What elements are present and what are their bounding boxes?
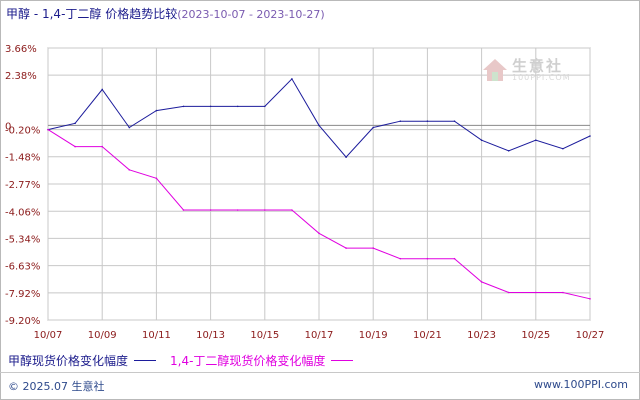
watermark-url: 100PPI.COM xyxy=(512,73,571,82)
data-point-b xyxy=(507,291,510,294)
x-tick-label: 10/11 xyxy=(142,330,171,341)
legend-item-series-b: 1,4-丁二醇现货价格变化幅度 xyxy=(170,352,354,369)
data-point-b xyxy=(426,257,429,260)
y-tick-label: -0.20% xyxy=(5,126,40,137)
footer-divider xyxy=(0,372,640,373)
data-point-b xyxy=(155,177,158,180)
data-point-a xyxy=(74,122,76,125)
legend-swatch-series-b xyxy=(331,360,354,361)
data-point-b xyxy=(589,298,591,300)
footer-site-link[interactable]: www.100PPI.com xyxy=(534,378,628,391)
data-point-a xyxy=(507,149,510,152)
chart-title: 甲醇 - 1,4-丁二醇 价格趋势比较(2023-10-07 - 2023-10… xyxy=(6,5,325,22)
data-point-a xyxy=(128,126,131,129)
x-tick-label: 10/17 xyxy=(305,330,334,341)
house-logo-icon xyxy=(483,59,507,81)
data-point-a xyxy=(236,105,239,108)
x-tick-label: 10/21 xyxy=(413,330,442,341)
legend-item-series-a: 甲醇现货价格变化幅度 xyxy=(8,352,157,369)
data-point-a xyxy=(426,120,429,122)
data-point-b xyxy=(480,281,483,283)
title-separator: - xyxy=(30,7,42,21)
x-tick-label: 10/13 xyxy=(196,330,225,341)
watermark-brand: 生意社 xyxy=(512,57,564,75)
y-tick-label: 2.38% xyxy=(5,71,37,82)
title-suffix: 价格趋势比较 xyxy=(105,7,178,21)
data-point-b xyxy=(47,128,49,131)
line-chart: 10/07 10/09 10/11 10/13 10/15 10/17 10/19 10/21… xyxy=(5,44,605,341)
footer-copyright: © 2025.07 生意社 xyxy=(8,380,105,393)
x-tick-label: 10/09 xyxy=(88,330,117,341)
data-point-b xyxy=(562,291,564,294)
data-point-b xyxy=(345,247,347,249)
data-point-b xyxy=(453,257,456,260)
data-point-a xyxy=(399,120,402,122)
y-tick-label: -4.06% xyxy=(5,207,40,218)
data-point-a xyxy=(101,88,103,91)
watermark: 生意社 100PPI.COM xyxy=(482,55,577,91)
title-date-range: (2023-10-07 - 2023-10-27) xyxy=(177,8,325,21)
data-point-b xyxy=(128,169,131,171)
data-point-b xyxy=(182,209,185,211)
y-tick-label: 0 xyxy=(5,121,11,132)
y-tick-label: -1.48% xyxy=(5,153,40,164)
y-tick-label: -2.77% xyxy=(5,180,40,191)
x-tick-label: 10/15 xyxy=(250,330,279,341)
title-series-b: 1,4-丁二醇 xyxy=(41,7,102,21)
legend-swatch-series-a xyxy=(134,360,157,361)
x-tick-label: 10/07 xyxy=(34,330,63,341)
data-point-a xyxy=(562,147,564,150)
data-point-a xyxy=(453,120,456,122)
data-point-b xyxy=(101,145,103,148)
data-point-a xyxy=(318,124,320,127)
data-point-a xyxy=(372,126,375,129)
y-tick-label: -5.34% xyxy=(5,234,40,245)
data-point-a xyxy=(291,78,293,80)
data-point-a xyxy=(182,105,185,108)
data-point-b xyxy=(236,209,239,211)
data-point-a xyxy=(155,109,158,112)
data-point-b xyxy=(372,247,375,249)
data-point-b xyxy=(209,209,212,211)
legend-label-series-b: 1,4-丁二醇现货价格变化幅度 xyxy=(170,354,326,368)
title-series-a: 甲醇 xyxy=(6,7,31,21)
x-tick-label: 10/25 xyxy=(521,330,550,341)
data-point-a xyxy=(209,105,212,108)
y-tick-label: -6.63% xyxy=(5,262,40,273)
data-point-a xyxy=(345,156,347,158)
legend-label-series-a: 甲醇现货价格变化幅度 xyxy=(8,354,129,368)
data-point-b xyxy=(399,257,402,260)
data-point-b xyxy=(318,232,320,235)
data-point-b xyxy=(74,145,76,148)
data-point-a xyxy=(589,135,591,137)
y-tick-label: -9.20% xyxy=(5,316,40,327)
data-point-b xyxy=(291,209,293,211)
data-point-a xyxy=(480,139,483,142)
x-tick-label: 10/23 xyxy=(467,330,496,341)
data-point-a xyxy=(264,105,266,108)
y-tick-label: 3.66% xyxy=(5,44,37,55)
x-tick-label: 10/19 xyxy=(359,330,388,341)
x-tick-label: 10/27 xyxy=(576,330,605,341)
data-point-b xyxy=(264,209,266,211)
data-point-b xyxy=(535,291,537,294)
data-point-a xyxy=(535,139,537,142)
chart-legend: 甲醇现货价格变化幅度 1,4-丁二醇现货价格变化幅度 xyxy=(8,352,367,369)
y-tick-label: -7.92% xyxy=(5,289,40,300)
